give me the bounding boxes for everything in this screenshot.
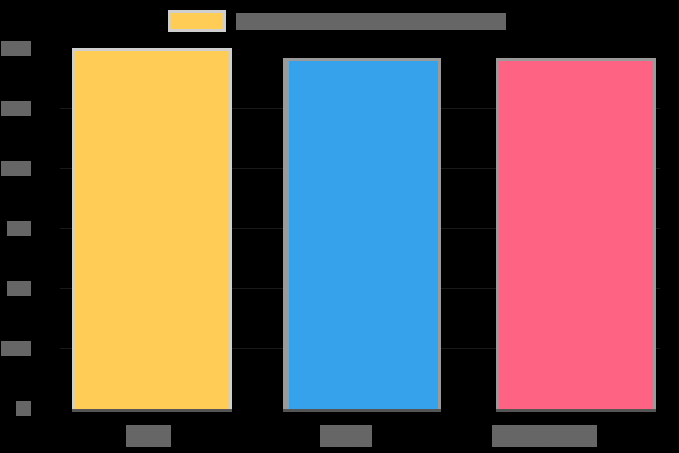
x-label: Yellow [492,425,597,447]
y-tick: 800 [1,161,31,176]
x-axis-line [496,409,656,412]
x-label: Red [126,425,171,447]
y-tick: 400 [7,281,31,296]
bar-yellow[interactable] [496,58,656,410]
bar-fill [289,61,438,410]
legend[interactable]: Dataset [168,10,506,32]
bar-blue[interactable] [283,58,441,410]
bar-red[interactable] [72,48,232,410]
y-tick: 600 [7,221,31,236]
bar-fill [499,61,653,410]
legend-label: Dataset [236,12,506,30]
bar-fill [75,51,229,410]
y-tick: 200 [1,341,31,356]
x-label: Blue [320,425,372,447]
y-tick: 1200 [1,41,31,56]
y-tick: 1000 [1,101,31,116]
x-axis-line [283,409,441,412]
y-tick: 0 [16,401,31,416]
legend-swatch [168,10,226,32]
x-axis-line [72,409,232,412]
